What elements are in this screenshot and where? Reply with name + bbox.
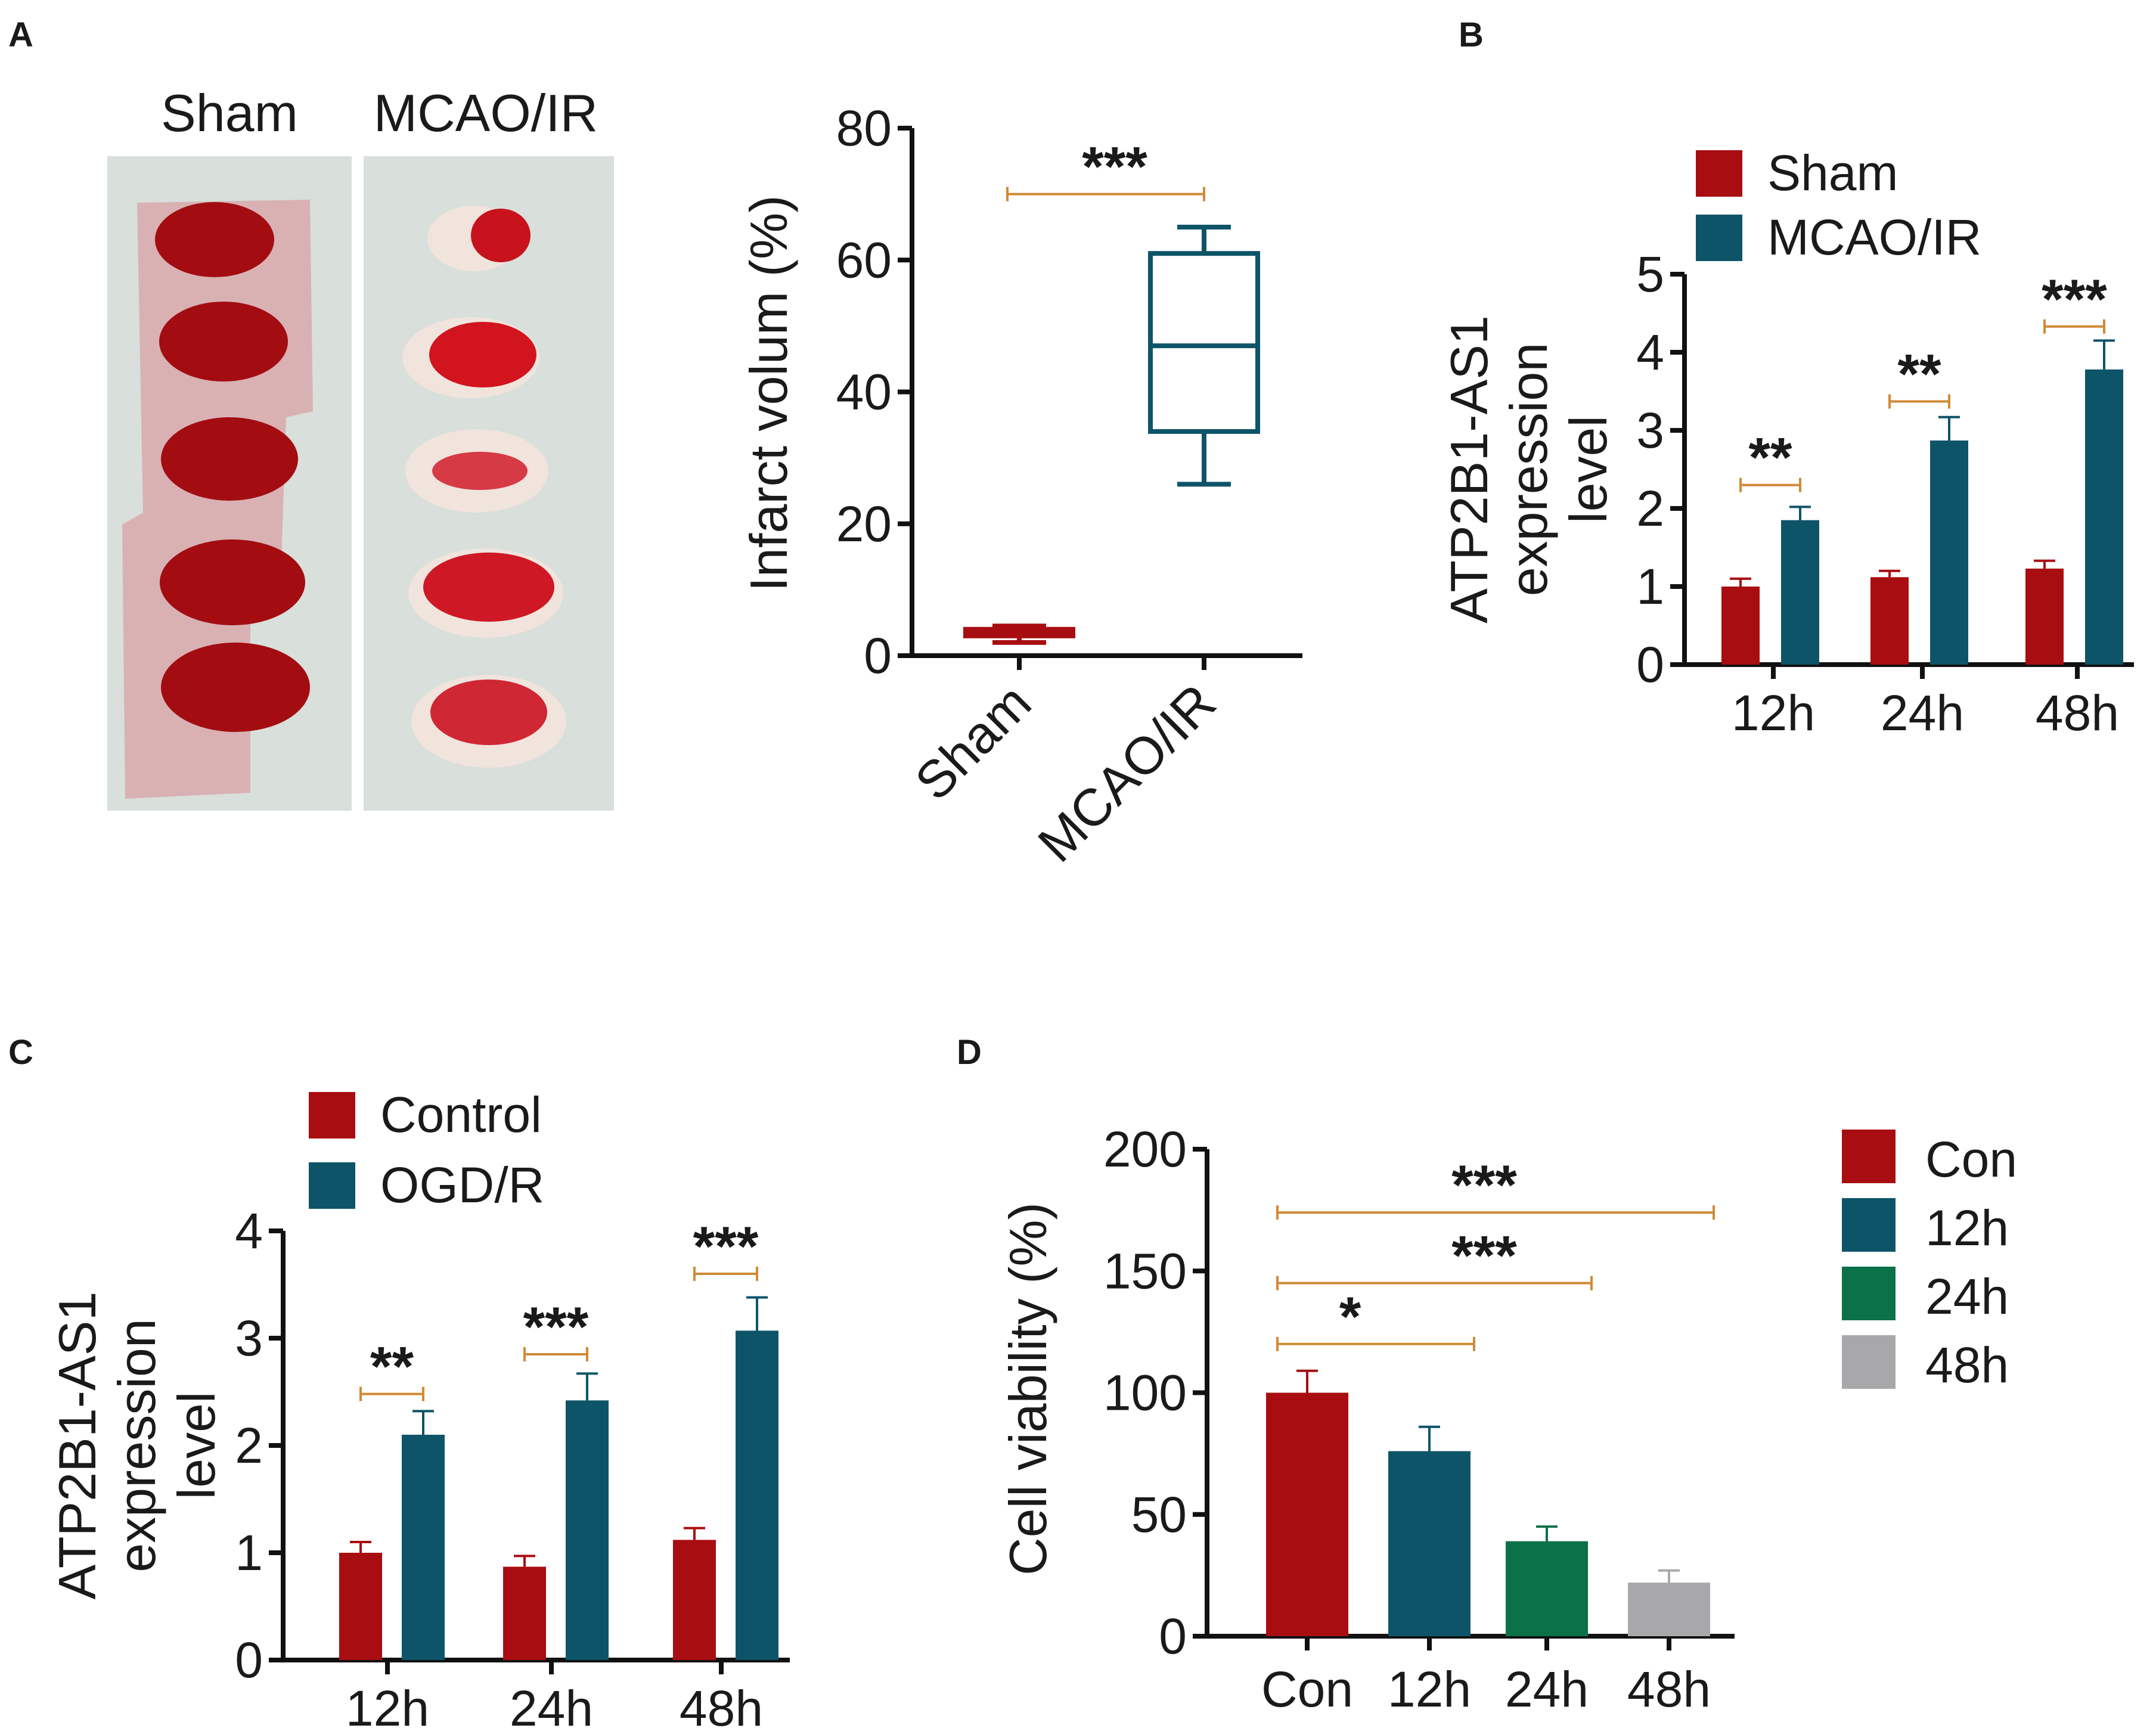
b-sig-label: ***	[2042, 268, 2107, 330]
d-sig-label: ***	[1451, 1224, 1517, 1287]
c-y-tick-label: 3	[235, 1310, 263, 1366]
d-y-tick-label: 0	[1159, 1608, 1187, 1664]
d-y-tick-label: 50	[1131, 1487, 1187, 1543]
c-bar-ogdr-12h	[402, 1435, 445, 1660]
b-x-tick-label: 12h	[1732, 685, 1815, 741]
c-y-tick-label: 4	[235, 1203, 263, 1259]
c-x-tick-label: 24h	[510, 1680, 593, 1728]
c-y-tick-label: 1	[235, 1525, 263, 1581]
d-legend-label: Con	[1925, 1131, 2017, 1187]
b-y-tick-label: 5	[1636, 246, 1664, 302]
panel-label-d: D	[957, 1033, 982, 1072]
b-legend-label: MCAO/IR	[1767, 209, 1981, 265]
c-y-axis-title-line: expression	[107, 1319, 166, 1572]
b-bar-mcaoir-24h	[1930, 440, 1968, 665]
b-x-tick-label: 24h	[1881, 685, 1964, 741]
a-box-1	[1148, 251, 1260, 434]
c-bar-ogdr-48h	[736, 1330, 778, 1660]
b-legend-swatch-1	[1696, 215, 1742, 261]
a-y-tick-label: 80	[836, 100, 892, 156]
c-legend-swatch-0	[309, 1092, 355, 1138]
c-x-tick-label: 48h	[680, 1680, 763, 1728]
chart-b-expression-mcao: 0 1 2 3 4 5 ATP2B1-AS1 expression level 12h ** 24h *…	[1440, 145, 2134, 741]
c-x-tick-label: 12h	[346, 1680, 429, 1728]
a-y-tick-label: 20	[836, 496, 892, 552]
d-x-tick-label: 48h	[1627, 1661, 1711, 1717]
d-y-axis-title: Cell viability (%)	[998, 1202, 1057, 1575]
d-legend-swatch-3	[1842, 1335, 1896, 1389]
d-legend-swatch-2	[1842, 1267, 1896, 1320]
d-y-tick-label: 150	[1103, 1243, 1187, 1299]
d-sig-label: ***	[1451, 1153, 1517, 1216]
b-y-tick-label: 0	[1636, 637, 1664, 693]
mcao-slices	[402, 206, 566, 768]
d-y-tick-label: 100	[1103, 1365, 1187, 1421]
a-x-tick-label: MCAO/IR	[1026, 672, 1227, 873]
a-y-tick-label: 40	[836, 364, 892, 420]
panel-label-b: B	[1459, 15, 1484, 54]
d-legend-label: 48h	[1925, 1337, 2009, 1393]
b-y-tick-label: 1	[1636, 559, 1664, 615]
c-legend-swatch-1	[309, 1162, 355, 1209]
b-bar-mcaoir-48h	[2085, 369, 2123, 665]
b-sig-label: **	[1748, 426, 1792, 489]
c-sig-label: ***	[693, 1215, 759, 1277]
b-y-tick-label: 2	[1636, 480, 1664, 536]
c-y-axis-title-line: ATP2B1-AS1	[48, 1292, 107, 1600]
b-legend-label: Sham	[1767, 145, 1898, 201]
d-bar-48h	[1628, 1583, 1710, 1636]
c-y-axis-title-line: level	[167, 1392, 226, 1500]
d-x-tick-label: 24h	[1505, 1661, 1589, 1717]
sham-slices	[155, 202, 310, 732]
panel-label-c: C	[8, 1033, 33, 1072]
a-y-tick-label: 60	[836, 232, 892, 288]
d-x-tick-label: Con	[1261, 1661, 1353, 1717]
b-bar-sham-48h	[2025, 568, 2064, 665]
d-legend-label: 12h	[1925, 1200, 2009, 1256]
d-legend-swatch-0	[1842, 1130, 1896, 1183]
ttc-brain-slices-photo: Sham MCAO/IR	[107, 83, 614, 811]
c-sig-label: ***	[523, 1295, 589, 1358]
c-y-tick-label: 2	[235, 1417, 263, 1473]
d-bar-12h	[1388, 1451, 1471, 1636]
b-sig-label: **	[1897, 343, 1941, 405]
photo-title-sham: Sham	[161, 83, 298, 142]
b-y-axis-title-line: ATP2B1-AS1	[1440, 315, 1499, 623]
c-legend-label: OGD/R	[380, 1157, 544, 1213]
c-y-tick-label: 0	[235, 1632, 263, 1688]
d-sig-label: *	[1339, 1285, 1361, 1348]
c-bar-control-12h	[339, 1553, 382, 1660]
d-x-tick-label: 12h	[1388, 1661, 1471, 1717]
photo-title-mcao: MCAO/IR	[374, 83, 598, 142]
b-bar-sham-24h	[1870, 577, 1909, 665]
panel-label-a: A	[8, 15, 33, 54]
b-y-tick-label: 4	[1636, 324, 1664, 380]
chart-d-cell-viability: 0 50 100 150 200 Cell viability (%) Con Con 12h 1…	[998, 1121, 2017, 1717]
d-legend-swatch-1	[1842, 1198, 1896, 1252]
d-y-tick-label: 200	[1103, 1121, 1187, 1177]
chart-c-expression-ogdr: 0 1 2 3 4 ATP2B1-AS1 expression level 12h ** 24h **…	[48, 1087, 790, 1728]
a-x-tick-label: Sham	[904, 672, 1043, 811]
d-bar-24h	[1506, 1541, 1588, 1636]
d-legend-label: 24h	[1925, 1268, 2009, 1324]
a-y-tick-label: 0	[864, 628, 892, 684]
c-legend-label: Control	[380, 1087, 542, 1143]
c-bar-control-24h	[503, 1566, 546, 1660]
b-y-axis-title-line: level	[1559, 415, 1618, 523]
c-bar-ogdr-24h	[566, 1400, 609, 1660]
a-y-axis-title: Infarct volum (%)	[739, 195, 798, 591]
b-bar-sham-12h	[1721, 587, 1760, 665]
d-bar-con	[1266, 1392, 1348, 1636]
b-y-axis-title-line: expression	[1499, 343, 1558, 597]
b-legend-swatch-0	[1696, 150, 1742, 197]
c-sig-label: **	[370, 1335, 414, 1398]
b-x-tick-label: 48h	[2036, 685, 2119, 741]
a-sig-label: ***	[1082, 135, 1147, 198]
c-bar-control-48h	[673, 1540, 716, 1660]
b-bar-mcaoir-12h	[1781, 520, 1819, 665]
b-y-tick-label: 3	[1636, 402, 1664, 458]
